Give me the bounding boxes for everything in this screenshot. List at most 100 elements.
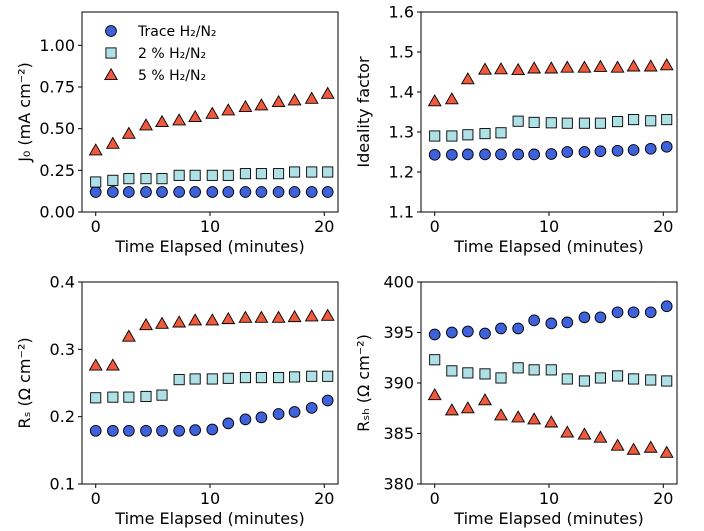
data-point [527, 61, 542, 74]
data-point [528, 116, 540, 128]
y-tick-label: 1.3 [389, 123, 414, 142]
data-point [460, 401, 475, 414]
data-point [628, 114, 640, 126]
data-point [173, 424, 185, 437]
data-point [462, 148, 474, 161]
data-point [222, 169, 234, 181]
data-point [594, 145, 607, 158]
data-point [444, 92, 459, 105]
series-triangle [88, 308, 335, 371]
data-point [90, 176, 102, 188]
data-point [578, 311, 591, 324]
data-point [238, 310, 253, 323]
data-point [545, 364, 557, 376]
panel-1: 0 10 20 0.00 0.25 0.50 0.75 1.00 Time Elapsed (m… [15, 11, 339, 256]
panel-4: 0 10 20 380 385 390 395 400 Time Elapsed (minute… [354, 273, 678, 528]
data-point [479, 148, 491, 161]
data-point [140, 424, 152, 437]
data-point [206, 169, 218, 181]
series-triangle [427, 388, 674, 458]
data-point [271, 310, 286, 323]
data-point [88, 143, 103, 156]
legend-marker [104, 67, 118, 81]
y-tick-label: 0.00 [39, 203, 75, 222]
data-point [254, 98, 269, 111]
data-point [495, 372, 507, 384]
y-tick-label: 390 [383, 374, 414, 393]
series-triangle [427, 58, 674, 107]
data-point [239, 413, 252, 426]
series-circle [89, 186, 334, 198]
y-tick-label: 0.75 [39, 78, 75, 97]
data-point [661, 114, 673, 126]
data-point [626, 59, 641, 72]
y-axis-label: Rₛₕ (Ω cm⁻²) [354, 334, 373, 432]
data-point [206, 186, 219, 198]
data-point [289, 371, 301, 383]
legend-label: Trace H₂/N₂ [137, 24, 217, 40]
series-square [429, 354, 673, 387]
data-point [561, 146, 574, 158]
data-point [239, 372, 251, 384]
data-point [494, 62, 508, 75]
x-axis-label: Time Elapsed (minutes) [453, 509, 643, 528]
data-point [478, 393, 492, 406]
data-point [272, 408, 285, 420]
y-axis-label: Rₛ (Ω cm⁻²) [15, 337, 34, 428]
data-point [544, 415, 559, 428]
data-point [322, 166, 334, 178]
data-point [446, 365, 458, 377]
x-tick-label: 0 [430, 489, 440, 508]
data-point [545, 117, 557, 129]
series-circle [428, 140, 673, 161]
data-point [478, 62, 492, 75]
data-point [611, 144, 624, 157]
data-point [495, 148, 507, 161]
data-point [578, 375, 590, 387]
x-tick-label: 0 [91, 217, 101, 236]
legend-marker [105, 47, 117, 59]
data-point [479, 368, 491, 380]
data-point [593, 430, 608, 443]
x-tick-label: 20 [314, 489, 334, 508]
data-point [156, 186, 168, 198]
data-point [429, 354, 441, 366]
data-point [446, 130, 458, 142]
data-point [173, 374, 185, 386]
series-circle [89, 394, 334, 437]
legend-label: 5 % H₂/N₂ [138, 68, 206, 84]
plot-frame [420, 11, 678, 213]
y-tick-label: 385 [383, 424, 414, 443]
y-tick-label: 0.1 [50, 475, 75, 494]
data-point [156, 424, 168, 437]
data-point [90, 392, 102, 404]
data-point [428, 328, 441, 341]
data-point [626, 442, 641, 455]
data-point [121, 126, 136, 139]
data-point [272, 186, 285, 198]
data-point [427, 388, 442, 401]
data-point [206, 373, 218, 385]
y-tick-label: 380 [383, 475, 414, 494]
data-point [645, 374, 657, 386]
data-point [511, 62, 526, 76]
data-point [527, 412, 542, 425]
data-point [610, 438, 625, 451]
x-axis-label: Time Elapsed (minutes) [114, 237, 304, 256]
data-point [660, 300, 673, 313]
y-tick-label: 0.25 [39, 161, 75, 180]
data-point [304, 309, 319, 322]
data-point [139, 317, 153, 331]
y-tick-label: 1.6 [389, 3, 414, 22]
y-tick-label: 395 [383, 323, 414, 342]
x-tick-label: 10 [539, 217, 559, 236]
data-point [444, 403, 459, 416]
data-point [287, 309, 302, 323]
data-point [255, 372, 267, 384]
data-point [189, 424, 201, 436]
y-axis-label: J₀ (mA cm⁻²) [15, 62, 34, 163]
data-point [255, 411, 268, 424]
data-point [123, 424, 135, 437]
data-point [139, 118, 153, 131]
data-point [189, 169, 201, 181]
